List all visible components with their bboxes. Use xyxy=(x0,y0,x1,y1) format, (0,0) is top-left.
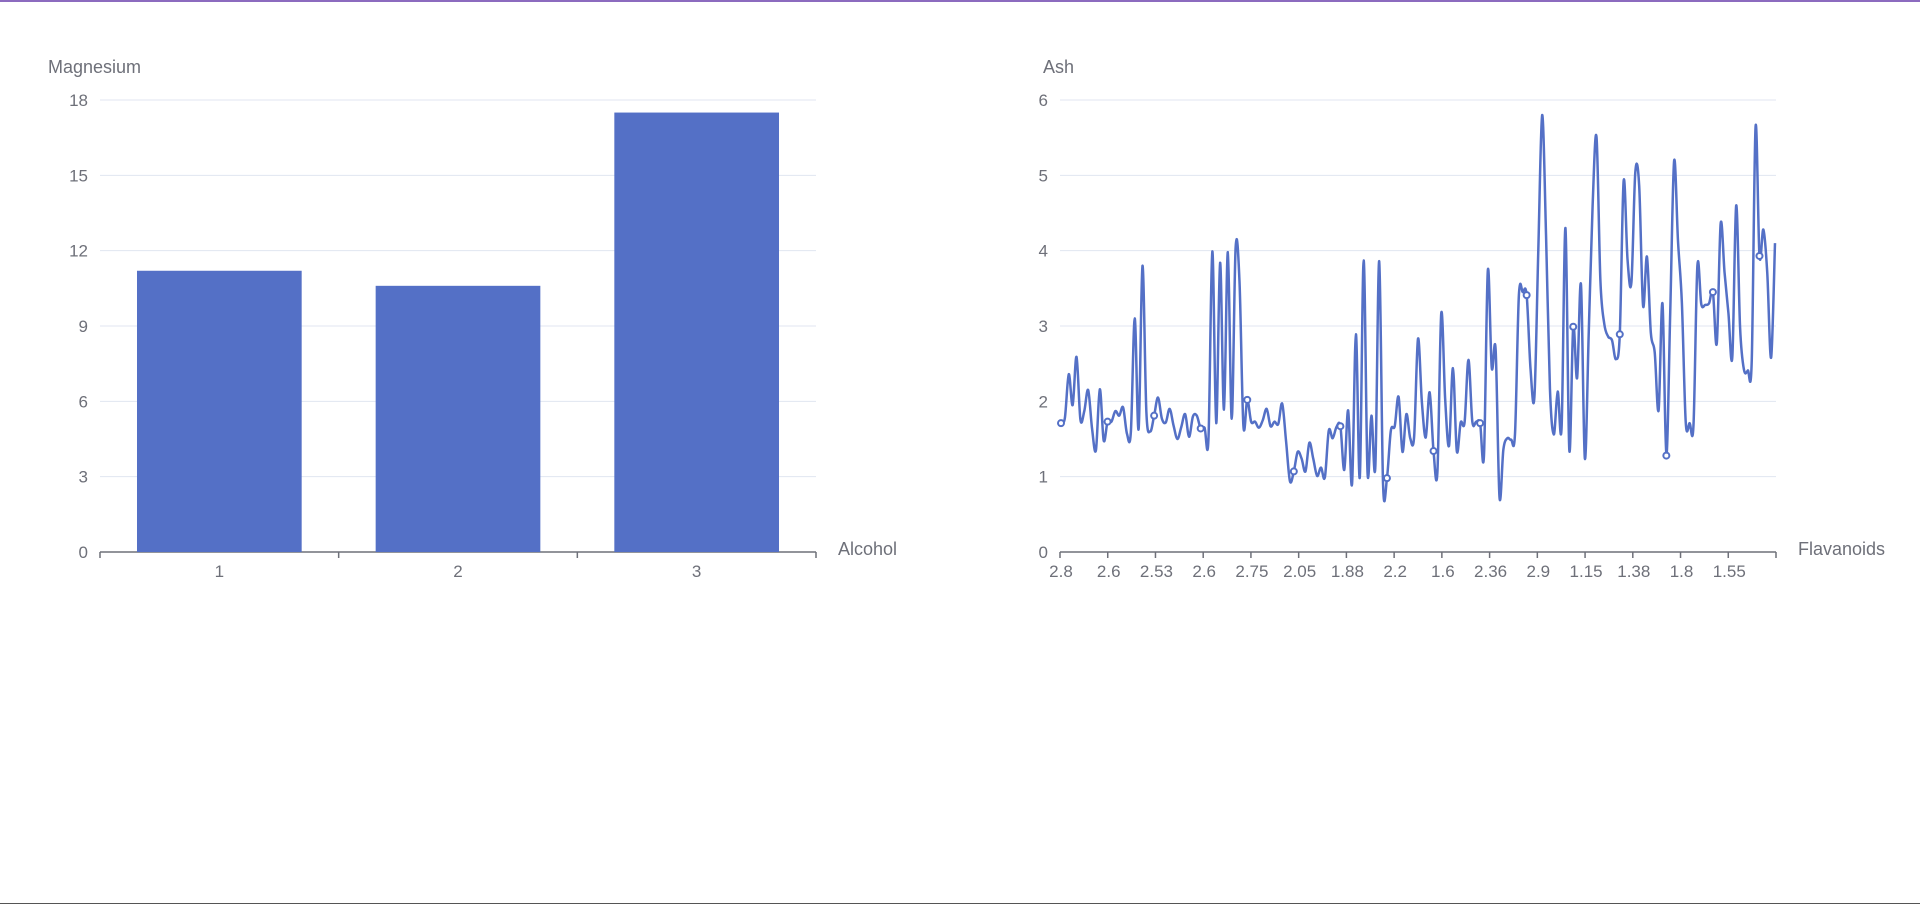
line-point-marker xyxy=(1662,451,1671,460)
line-x-tick-label: 2.36 xyxy=(1474,562,1507,581)
bar-y-axis-title: Magnesium xyxy=(48,57,141,77)
line-chart: 0 1 2 3 4 5 6 2.8 2.6 2.53 2.6 2.75 2.05 1.88 2.2 1.6 2.… xyxy=(1039,57,1886,581)
line-x-tick-label: 1.38 xyxy=(1617,562,1650,581)
line-point-marker xyxy=(1708,288,1717,297)
line-x-tick-label: 2.6 xyxy=(1192,562,1216,581)
line-y-axis-title: Ash xyxy=(1043,57,1074,77)
bar-y-tick-label: 3 xyxy=(79,468,88,487)
line-point-marker xyxy=(1196,424,1205,433)
bar-y-tick-label: 0 xyxy=(79,543,88,562)
line-y-tick-label: 6 xyxy=(1039,91,1048,110)
bar-1 xyxy=(136,270,302,552)
line-y-tick-label: 1 xyxy=(1039,468,1048,487)
line-x-tick-label: 2.6 xyxy=(1097,562,1121,581)
line-y-tick-label: 3 xyxy=(1039,317,1048,336)
line-x-tick-label: 1.55 xyxy=(1713,562,1746,581)
bar-y-tick-label: 12 xyxy=(69,242,88,261)
bar-y-tick-label: 9 xyxy=(79,317,88,336)
line-x-tick-label: 1.88 xyxy=(1331,562,1364,581)
line-x-tick-label: 2.05 xyxy=(1283,562,1316,581)
bar-y-tick-label: 15 xyxy=(69,166,88,185)
line-x-tick-label: 2.53 xyxy=(1140,562,1173,581)
line-point-marker xyxy=(1243,395,1252,404)
line-x-tick-label: 1.6 xyxy=(1431,562,1455,581)
line-point-marker xyxy=(1476,419,1485,428)
bar-x-tick-label: 1 xyxy=(215,562,224,581)
line-point-marker xyxy=(1755,251,1764,260)
bar-3 xyxy=(614,112,780,553)
line-x-tick-label: 2.8 xyxy=(1049,562,1073,581)
bar-y-tick-label: 6 xyxy=(79,392,88,411)
line-point-marker xyxy=(1150,411,1159,420)
bar-x-axis-title: Alcohol xyxy=(838,539,897,559)
line-point-marker xyxy=(1615,330,1624,339)
line-point-marker xyxy=(1569,322,1578,331)
line-x-tick-label: 2.9 xyxy=(1527,562,1551,581)
line-point-marker xyxy=(1103,417,1112,426)
line-point-marker xyxy=(1429,447,1438,456)
line-x-tick-label: 2.2 xyxy=(1383,562,1407,581)
line-x-axis-title: Flavanoids xyxy=(1798,539,1885,559)
line-x-tick-label: 1.15 xyxy=(1570,562,1603,581)
bar-x-tick-label: 3 xyxy=(692,562,701,581)
line-point-marker xyxy=(1522,291,1531,300)
line-y-tick-label: 4 xyxy=(1039,242,1048,261)
line-point-marker xyxy=(1336,422,1345,431)
line-point-marker xyxy=(1057,419,1065,428)
line-x-tick-label: 1.8 xyxy=(1670,562,1694,581)
line-y-tick-label: 0 xyxy=(1039,543,1048,562)
line-y-tick-label: 5 xyxy=(1039,166,1048,185)
bar-x-tick-label: 2 xyxy=(453,562,462,581)
bar-2 xyxy=(375,285,541,552)
line-point-marker xyxy=(1382,474,1391,483)
line-x-tick-label: 2.75 xyxy=(1235,562,1268,581)
line-series-path xyxy=(1059,113,1777,503)
line-y-tick-label: 2 xyxy=(1039,392,1048,411)
bar-y-tick-label: 18 xyxy=(69,91,88,110)
line-point-marker xyxy=(1289,467,1298,476)
